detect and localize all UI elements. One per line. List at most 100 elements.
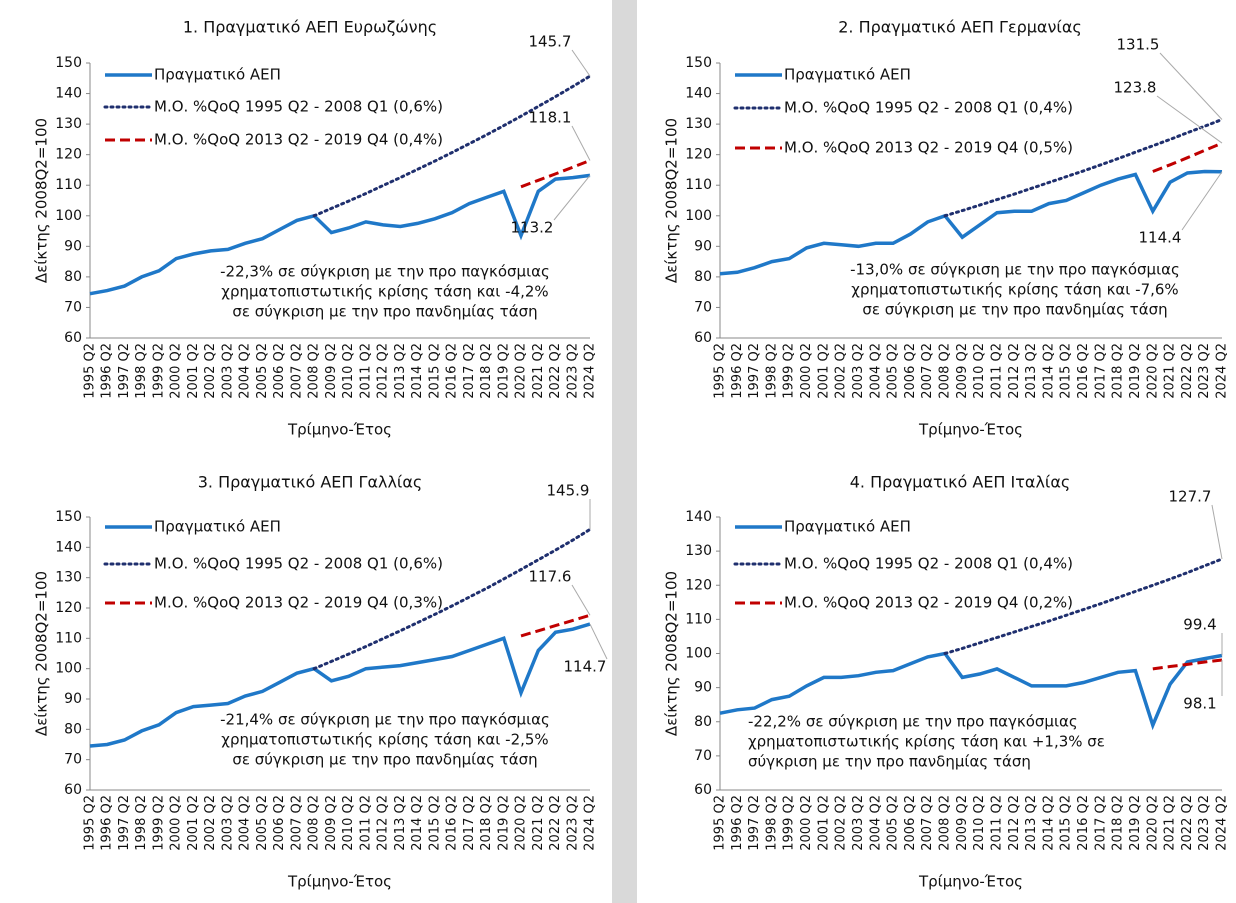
x-tick-label: 2022 Q2 — [548, 795, 563, 851]
x-tick-label: 2013 Q2 — [393, 343, 408, 399]
x-tick-label: 2015 Q2 — [427, 343, 442, 399]
x-tick-label: 2016 Q2 — [445, 343, 460, 399]
x-tick-label: 2006 Q2 — [903, 343, 918, 399]
legend-label: Πραγματικό ΑΕΠ — [784, 518, 911, 536]
x-tick-label: 1995 Q2 — [713, 343, 728, 399]
x-tick-label: 1998 Q2 — [764, 795, 779, 851]
chart-title: 1. Πραγματικό ΑΕΠ Ευρωζώνης — [183, 18, 437, 37]
annotation: -22,3% σε σύγκριση με την προ παγκόσμιας — [220, 263, 550, 281]
annotation: σε σύγκριση με την προ πανδημίας τάση — [232, 303, 537, 321]
x-tick-label: 2009 Q2 — [324, 795, 339, 851]
x-tick-label: 2017 Q2 — [1093, 343, 1108, 399]
x-tick-label: 2001 Q2 — [816, 343, 831, 399]
x-tick-label: 2005 Q2 — [255, 795, 270, 851]
x-tick-label: 2007 Q2 — [289, 343, 304, 399]
x-tick-label: 2022 Q2 — [548, 343, 563, 399]
x-tick-label: 2019 Q2 — [496, 795, 511, 851]
x-tick-label: 2014 Q2 — [1041, 795, 1056, 851]
x-tick-label: 2024 Q2 — [583, 343, 598, 399]
x-tick-label: 2011 Q2 — [358, 343, 373, 399]
y-tick-label: 130 — [55, 116, 82, 132]
x-tick-label: 2006 Q2 — [272, 795, 287, 851]
legend-label: Μ.Ο. %QoQ 2013 Q2 - 2019 Q4 (0,3%) — [154, 594, 443, 612]
y-tick-label: 140 — [55, 86, 82, 102]
x-tick-label: 2020 Q2 — [1145, 343, 1160, 399]
x-tick-label: 2008 Q2 — [938, 343, 953, 399]
leader-line — [1181, 171, 1223, 231]
data-label: 98.1 — [1183, 695, 1216, 713]
legend-label: Μ.Ο. %QoQ 2013 Q2 - 2019 Q4 (0,4%) — [154, 131, 443, 149]
x-tick-label: 2017 Q2 — [462, 795, 477, 851]
series-line — [312, 74, 592, 218]
x-tick-label: 2010 Q2 — [972, 795, 987, 851]
series-line — [943, 118, 1224, 218]
x-tick-label: 2019 Q2 — [1128, 343, 1143, 399]
x-tick-label: 2019 Q2 — [496, 343, 511, 399]
y-tick-label: 90 — [64, 238, 82, 254]
y-tick-label: 90 — [64, 691, 82, 707]
x-tick-label: 2003 Q2 — [220, 343, 235, 399]
data-label: 145.7 — [529, 33, 572, 51]
y-tick-label: 120 — [55, 147, 82, 163]
y-axis-label: Δείκτης 2008Q2=100 — [33, 118, 51, 283]
x-tick-label: 1998 Q2 — [764, 343, 779, 399]
x-tick-label: 1999 Q2 — [782, 795, 797, 851]
x-tick-label: 2002 Q2 — [834, 795, 849, 851]
x-tick-label: 2015 Q2 — [1059, 343, 1074, 399]
x-tick-label: 2010 Q2 — [341, 343, 356, 399]
leader-line — [1211, 504, 1223, 560]
x-tick-label: 2012 Q2 — [376, 343, 391, 399]
x-tick-label: 2003 Q2 — [851, 343, 866, 399]
y-tick-label: 70 — [694, 748, 712, 764]
y-tick-label: 100 — [55, 661, 82, 677]
x-tick-label: 2024 Q2 — [1215, 343, 1230, 399]
annotation: -21,4% σε σύγκριση με την προ παγκόσμιας — [220, 711, 550, 729]
legend-label: Πραγματικό ΑΕΠ — [154, 518, 281, 536]
y-tick-label: 70 — [64, 299, 82, 315]
legend-label: Μ.Ο. %QoQ 1995 Q2 - 2008 Q1 (0,6%) — [154, 98, 443, 116]
x-tick-label: 2007 Q2 — [920, 343, 935, 399]
series-line — [520, 159, 591, 189]
legend-label: Πραγματικό ΑΕΠ — [784, 66, 911, 84]
legend-label: Μ.Ο. %QoQ 1995 Q2 - 2008 Q1 (0,6%) — [154, 555, 443, 573]
x-tick-label: 1996 Q2 — [100, 343, 115, 399]
y-tick-label: 70 — [64, 752, 82, 768]
x-tick-label: 2017 Q2 — [1093, 795, 1108, 851]
x-tick-label: 2021 Q2 — [531, 795, 546, 851]
x-tick-label: 1999 Q2 — [151, 343, 166, 399]
x-tick-label: 2006 Q2 — [903, 795, 918, 851]
x-tick-label: 2003 Q2 — [851, 795, 866, 851]
y-tick-label: 80 — [64, 269, 82, 285]
x-axis-label: Τρίμηνο-Έτος — [287, 421, 392, 439]
data-label: 123.8 — [1114, 79, 1157, 97]
data-label: 118.1 — [529, 109, 572, 127]
series-line — [943, 557, 1224, 655]
series-line — [719, 651, 1223, 731]
annotation: χρηματοπιστωτικής κρίσης τάση και +1,3% … — [748, 733, 1105, 751]
data-label: 99.4 — [1183, 616, 1216, 634]
x-tick-label: 2016 Q2 — [1076, 343, 1091, 399]
x-tick-label: 2002 Q2 — [834, 343, 849, 399]
x-tick-label: 1995 Q2 — [713, 795, 728, 851]
annotation: σε σύγκριση με την προ πανδημίας τάση — [862, 301, 1167, 319]
x-tick-label: 2010 Q2 — [972, 343, 987, 399]
annotation: χρηματοπιστωτικής κρίσης τάση και -4,2% — [221, 283, 548, 301]
series-line — [719, 169, 1223, 276]
x-tick-label: 2020 Q2 — [514, 795, 529, 851]
x-tick-label: 1995 Q2 — [83, 343, 98, 399]
x-tick-label: 2012 Q2 — [1007, 343, 1022, 399]
y-tick-label: 110 — [685, 611, 712, 627]
x-axis-label: Τρίμηνο-Έτος — [918, 873, 1023, 891]
x-tick-label: 2022 Q2 — [1180, 343, 1195, 399]
data-label: 117.6 — [529, 568, 572, 586]
x-tick-label: 2023 Q2 — [1197, 343, 1212, 399]
x-tick-label: 2014 Q2 — [1041, 343, 1056, 399]
separator — [612, 0, 637, 903]
y-tick-label: 80 — [694, 714, 712, 730]
chart: 2. Πραγματικό ΑΕΠ Γερμανίας 60 70 80 90 100 11… — [663, 18, 1230, 439]
chart-title: 4. Πραγματικό ΑΕΠ Ιταλίας — [850, 473, 1071, 492]
annotation: -13,0% σε σύγκριση με την προ παγκόσμιας — [850, 261, 1180, 279]
y-tick-label: 140 — [55, 539, 82, 555]
x-tick-label: 1997 Q2 — [747, 343, 762, 399]
annotation: σύγκριση με την προ πανδημίας τάση — [748, 753, 1031, 771]
